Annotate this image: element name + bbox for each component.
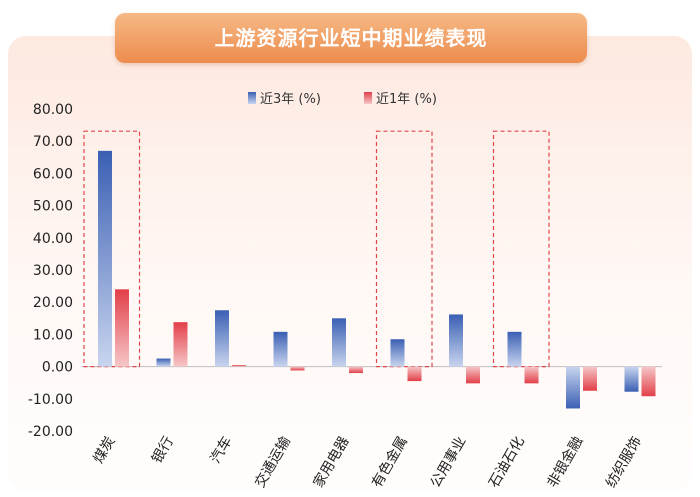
bar-3y xyxy=(98,150,112,367)
bar-1y xyxy=(466,366,480,384)
bars xyxy=(98,150,656,409)
x-tick-label: 纺织服饰 xyxy=(603,434,645,490)
x-tick-label: 交通运输 xyxy=(251,434,294,491)
y-tick-label: 40.00 xyxy=(33,231,73,247)
bar-1y xyxy=(290,366,305,371)
chart-title: 上游资源行业短中期业绩表现 xyxy=(115,13,587,63)
bar-3y xyxy=(273,331,288,367)
y-tick-label: 30.00 xyxy=(33,263,73,279)
bar-1y xyxy=(232,364,246,367)
y-tick-label: 70.00 xyxy=(33,134,73,150)
x-tick-label: 非银金融 xyxy=(545,434,587,490)
bar-3y xyxy=(449,314,463,367)
bar-1y xyxy=(115,289,129,367)
bar-3y xyxy=(624,366,639,392)
x-tick-label: 银行 xyxy=(149,434,177,466)
x-tick-label: 有色金属 xyxy=(368,434,411,491)
highlight-box xyxy=(492,130,550,368)
legend-swatch-1y xyxy=(364,92,372,104)
legend-label-3y: 近3年 (%) xyxy=(260,92,321,107)
y-axis: 80.00 70.00 60.00 50.00 40.00 30.00 20.00 10.00… xyxy=(28,102,662,440)
bar-3y xyxy=(566,366,580,409)
y-tick-label: -10.00 xyxy=(28,392,73,408)
x-axis: 煤炭 银行 汽车 交通运输 家用电器 有色金属 公用事业 石油石化 非银金融 纺织服饰 xyxy=(91,434,645,491)
bar-1y xyxy=(524,366,539,384)
y-tick-label: 60.00 xyxy=(33,166,73,182)
legend-label-1y: 近1年 (%) xyxy=(376,92,437,107)
bar-1y xyxy=(641,366,656,397)
bar-3y xyxy=(215,310,229,367)
chart-panel xyxy=(8,36,692,491)
y-tick-label: 10.00 xyxy=(33,327,73,343)
bar-3y xyxy=(390,339,405,367)
bar-1y xyxy=(583,366,597,391)
y-tick-label: 0.00 xyxy=(42,360,73,376)
bar-1y xyxy=(173,322,188,367)
bar-3y xyxy=(507,331,522,367)
x-tick-label: 家用电器 xyxy=(310,434,353,491)
y-tick-label: 20.00 xyxy=(33,295,73,311)
highlight-boxes xyxy=(83,130,550,368)
y-tick-label: -20.00 xyxy=(28,424,73,440)
x-tick-label: 公用事业 xyxy=(428,434,470,490)
x-tick-label: 煤炭 xyxy=(91,434,119,466)
bar-3y xyxy=(332,318,346,367)
y-tick-label: 50.00 xyxy=(33,199,73,215)
x-tick-label: 汽车 xyxy=(207,434,236,467)
legend-swatch-3y xyxy=(248,92,256,104)
bar-3y xyxy=(156,358,171,367)
legend: 近3年 (%) 近1年 (%) xyxy=(248,92,437,107)
y-tick-label: 80.00 xyxy=(33,102,73,118)
bar-1y xyxy=(407,366,422,382)
bar-1y xyxy=(349,366,363,374)
x-tick-label: 石油石化 xyxy=(486,434,528,490)
highlight-box xyxy=(375,130,433,368)
